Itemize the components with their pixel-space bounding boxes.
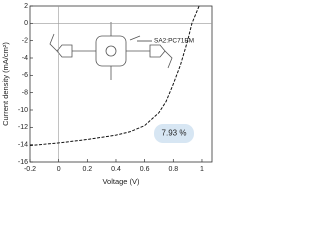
y-tick-label: -6 <box>22 72 28 79</box>
plot-frame <box>29 5 213 163</box>
x-tick-label: -0.2 <box>24 166 36 173</box>
y-tick-label: -12 <box>18 124 28 131</box>
x-tick-label: 1 <box>200 166 204 173</box>
x-tick-label: 0.8 <box>168 166 178 173</box>
y-tick-label: -4 <box>22 55 28 62</box>
x-tick-label: 0 <box>57 166 61 173</box>
y-axis-label: Current density (mA/cm²) <box>1 42 10 126</box>
x-tick-label: 0.2 <box>82 166 92 173</box>
annotation: SA2:PC71BM <box>154 38 194 45</box>
x-tick-label: 0.6 <box>140 166 150 173</box>
y-tick-label: -10 <box>18 107 28 114</box>
x-tick-label: 0.4 <box>111 166 121 173</box>
y-tick-label: 0 <box>24 20 28 27</box>
y-tick-label: -14 <box>18 142 28 149</box>
y-tick-label: 2 <box>24 3 28 10</box>
efficiency-badge <box>154 124 194 143</box>
y-tick-label: -16 <box>18 159 28 166</box>
molecule <box>49 22 173 80</box>
y-tick-label: -8 <box>22 90 28 97</box>
chart: 7.93 % SA2:PC71BM Voltage (V) Current de… <box>1 3 213 186</box>
x-axis-label: Voltage (V) <box>102 177 140 186</box>
efficiency-label: 7.93 % <box>162 129 187 138</box>
y-tick-label: -2 <box>22 38 28 45</box>
